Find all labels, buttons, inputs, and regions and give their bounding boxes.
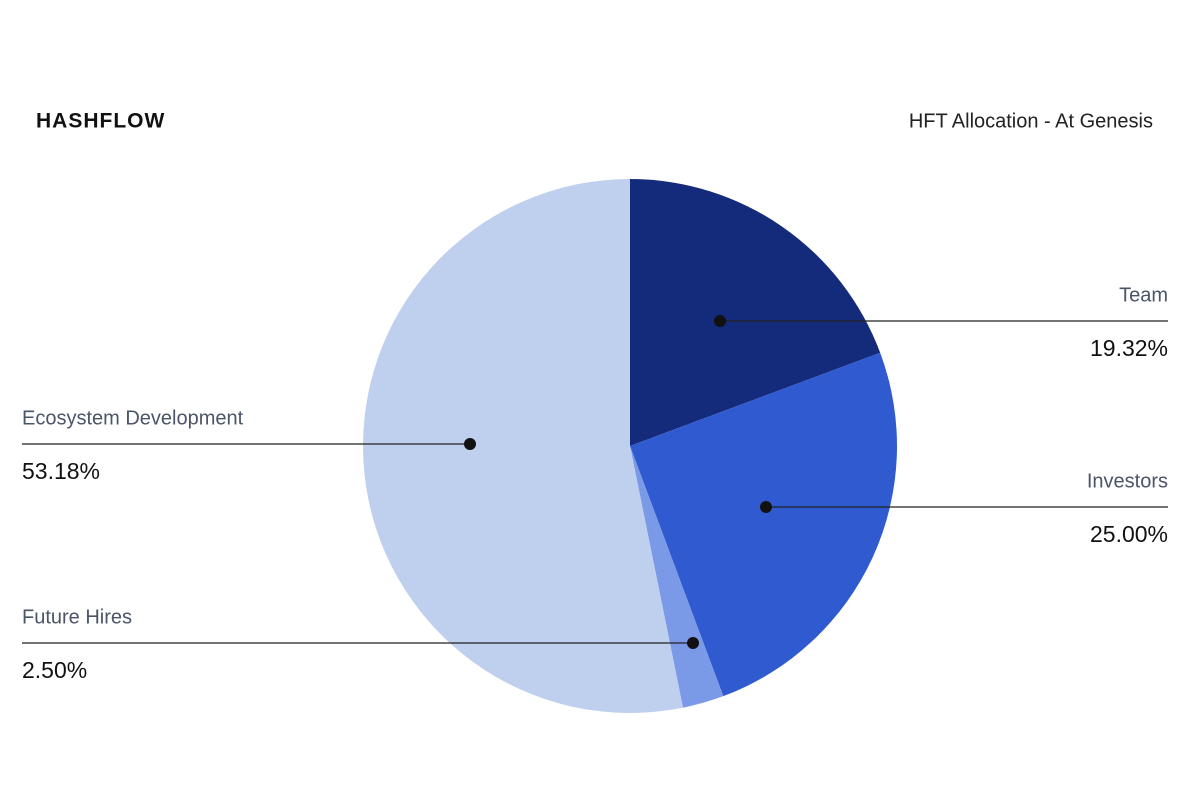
category-label: Investors [1087, 470, 1168, 492]
category-label: Ecosystem Development [22, 407, 244, 429]
leader-dot [714, 315, 726, 327]
pie-slice [630, 446, 724, 708]
leader-dot [687, 637, 699, 649]
value-label: 19.32% [1090, 335, 1168, 361]
logo: HASHFLOW [36, 110, 165, 133]
value-label: 53.18% [22, 458, 100, 484]
pie-slice [363, 179, 683, 713]
leader-dot [760, 501, 772, 513]
value-label: 25.00% [1090, 521, 1168, 547]
leader-dot [464, 438, 476, 450]
value-label: 2.50% [22, 657, 87, 683]
category-label: Team [1119, 284, 1168, 306]
pie-slice [630, 179, 881, 446]
category-label: Future Hires [22, 606, 132, 628]
pie-slice [630, 352, 897, 697]
chart-title: HFT Allocation - At Genesis [909, 110, 1153, 132]
